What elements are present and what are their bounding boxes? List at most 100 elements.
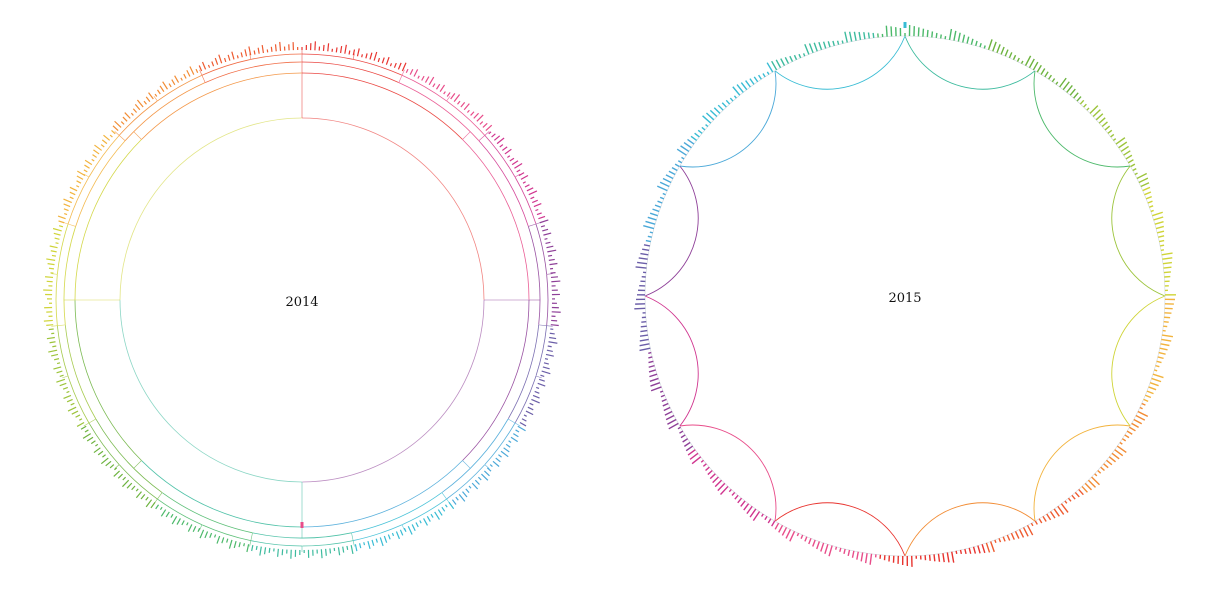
leaf-spike [937, 553, 941, 562]
leaf-tick [385, 56, 390, 65]
leaf-tick [462, 491, 468, 498]
leaf-spike [1044, 71, 1049, 78]
leaf-spike [1161, 252, 1173, 256]
leaf-spike [808, 43, 814, 54]
leaf-tick [66, 398, 73, 403]
leaf-tick [337, 547, 341, 556]
leaf-tick [69, 196, 74, 200]
hierarchy-arc [302, 540, 354, 547]
leaf-spike [942, 553, 945, 563]
leaf-spike [649, 231, 653, 234]
hierarchy-arc [119, 117, 302, 301]
leaf-spike [1125, 154, 1133, 160]
leaf-spike [639, 343, 650, 347]
leaf-spike [834, 546, 838, 550]
leaf-tick [187, 524, 193, 532]
leaf-spike [968, 547, 972, 554]
leaf-tick [549, 332, 555, 335]
hierarchy-connector [546, 273, 553, 275]
leaf-spike [1014, 531, 1020, 539]
leaf-tick [446, 92, 451, 97]
leaf-tick [540, 374, 545, 377]
leaf-tick [499, 144, 504, 148]
leaf-tick [493, 135, 501, 141]
leaf-tick [240, 52, 243, 58]
leaf-spike [1084, 482, 1092, 491]
leaf-spike [1148, 386, 1157, 391]
leaf-tick [56, 378, 66, 383]
leaf-tick [536, 212, 542, 216]
leaf-spike [648, 356, 653, 359]
leaf-spike [793, 54, 798, 61]
leaf-spike [1144, 191, 1152, 196]
leaf-spike [683, 142, 692, 149]
leaf-tick [53, 358, 60, 361]
leaf-tick [354, 544, 358, 552]
leaf-tick [255, 545, 258, 550]
leaf-tick [477, 476, 482, 481]
leaf-tick [551, 280, 561, 283]
leaf-spike [1016, 57, 1020, 62]
leaf-tick [369, 52, 373, 60]
leaf-spike [1092, 109, 1101, 118]
leaf-tick [543, 232, 552, 236]
leaf-tick [268, 547, 271, 553]
leaf-spike [705, 124, 709, 128]
leaf-tick [537, 382, 546, 387]
hierarchy-arc [546, 274, 549, 326]
leaf-spike [1154, 369, 1158, 372]
leaf-tick [525, 410, 534, 416]
leaf-spike [1110, 133, 1115, 138]
hierarchy-connector [462, 460, 471, 469]
leaf-spike [983, 45, 986, 49]
leaf-spike [1129, 426, 1136, 432]
hierarchy-arc [64, 325, 97, 420]
leaf-spike [668, 170, 676, 176]
leaf-tick [209, 532, 213, 538]
leaf-spike [656, 185, 668, 192]
leaf-tick [437, 509, 443, 516]
leaf-spike [705, 112, 715, 121]
leaf-tick [458, 494, 466, 502]
leaf-spike [1163, 271, 1171, 274]
hierarchy-arc [462, 139, 530, 300]
leaf-tick [524, 184, 530, 188]
scallop-arc [644, 165, 699, 297]
leaf-spike [1067, 497, 1072, 502]
leaf-spike [789, 531, 796, 542]
leaf-spike [1071, 494, 1076, 500]
leaf-tick [548, 258, 555, 261]
leaf-tick [47, 263, 55, 266]
leaf-tick [59, 382, 67, 387]
leaf-spike [1126, 430, 1133, 435]
leaf-spike [1149, 205, 1154, 208]
leaf-tick [117, 473, 123, 479]
leaf-tick [48, 267, 55, 270]
leaf-spike [1146, 390, 1154, 395]
leaf-spike [1097, 470, 1102, 474]
leaf-spike [1053, 508, 1060, 517]
leaf-tick [174, 75, 180, 83]
leaf-tick [538, 215, 546, 220]
leaf-tick [84, 429, 89, 433]
leaf-tick [192, 526, 197, 532]
scallop-arc [644, 295, 699, 427]
leaf-tick [361, 54, 363, 58]
leaf-spike [639, 338, 649, 342]
leaf-spike [1127, 159, 1134, 164]
leaf-tick [274, 44, 277, 52]
leaf-tick [505, 443, 511, 448]
leaf-spike [778, 525, 784, 533]
leaf-tick [547, 249, 557, 253]
leaf-tick [195, 68, 199, 74]
leaf-tick [539, 219, 549, 224]
leaf-tick [457, 100, 461, 105]
leaf-spike [848, 31, 853, 42]
leaf-spike [858, 31, 862, 40]
leaf-spike [836, 40, 840, 45]
leaf-tick [346, 545, 349, 550]
leaf-tick [186, 69, 191, 77]
leaf-spike [775, 59, 782, 69]
leaf-tick [102, 454, 106, 458]
hierarchy-connector [507, 418, 516, 424]
